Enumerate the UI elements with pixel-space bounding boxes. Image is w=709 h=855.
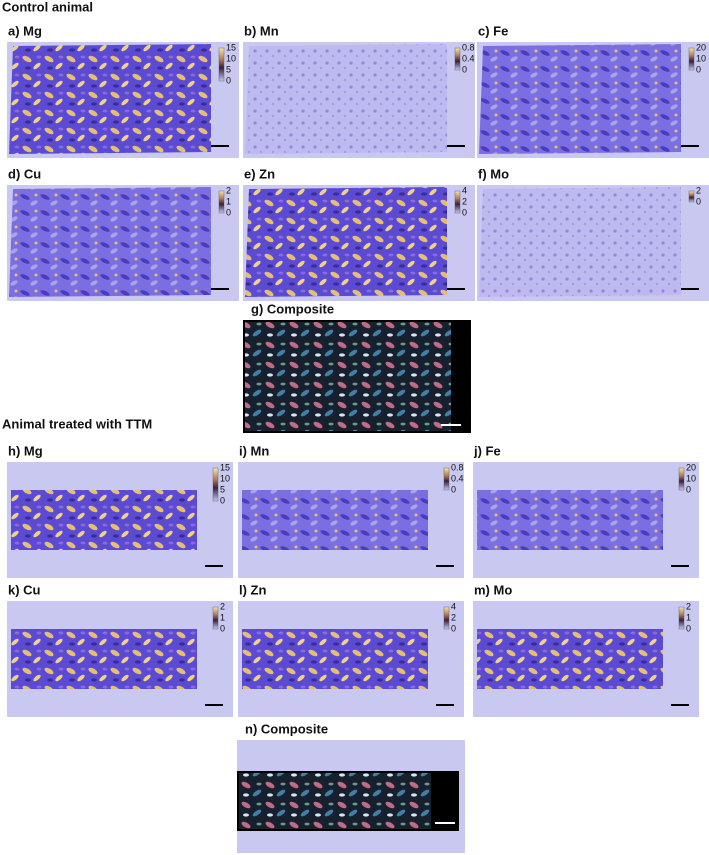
panel-label: h) Mg [8,443,43,458]
colorbar [688,47,695,71]
colorbar [678,606,685,630]
colorbar-tick: 10 [686,473,696,483]
colorbar-tick: 0 [686,484,691,494]
panel-label: a) Mg [8,23,42,38]
tissue-map [245,44,447,154]
panel-label: d) Cu [8,166,41,181]
colorbar [212,606,219,630]
colorbar [454,47,461,71]
tissue-map [479,187,681,297]
colorbar [218,47,225,82]
colorbar-tick: 5 [226,64,231,74]
colorbar-tick: 4 [462,185,467,195]
colorbar-tick: 0 [451,484,456,494]
panel-label: c) Fe [478,23,508,38]
colorbar-tick: 15 [220,462,230,472]
colorbar [212,467,219,502]
colorbar-tick: 1 [226,196,231,206]
colorbar-tick: 2 [462,196,467,206]
colorbar-tick: 0 [696,196,701,206]
colorbar-tick: 15 [226,42,236,52]
section-title: Control animal [2,0,93,14]
colorbar-tick: 2 [220,601,225,611]
colorbar-tick: 10 [220,473,230,483]
colorbar-tick: 5 [220,484,225,494]
panel-label: l) Zn [239,582,266,597]
tissue-map [242,490,428,550]
tissue-map [477,490,663,550]
colorbar-tick: 20 [696,42,706,52]
colorbar-tick: 0 [220,623,225,633]
panel-label: k) Cu [8,582,41,597]
colorbar-tick: 0.4 [451,473,464,483]
colorbar-tick: 0 [462,207,467,217]
colorbar-tick: 2 [226,185,231,195]
section-title: Animal treated with TTM [2,416,152,431]
colorbar-tick: 0 [226,75,231,85]
colorbar-tick: 0.8 [462,42,475,52]
colorbar-tick: 0.8 [451,462,464,472]
tissue-map [9,187,211,297]
colorbar [218,190,225,214]
colorbar [688,190,695,203]
colorbar-tick: 20 [686,462,696,472]
colorbar-tick: 10 [226,53,236,63]
colorbar-tick: 0 [220,495,225,505]
tissue-map [242,629,428,689]
panel-label: i) Mn [239,443,269,458]
tissue-map [245,187,447,297]
colorbar [678,467,685,491]
colorbar-tick: 2 [696,185,701,195]
colorbar-tick: 2 [451,612,456,622]
tissue-map [9,44,211,154]
colorbar-tick: 0 [696,64,701,74]
panel-label: f) Mo [478,166,509,181]
panel-label: m) Mo [474,582,512,597]
colorbar-tick: 10 [696,53,706,63]
colorbar-tick: 1 [686,612,691,622]
colorbar-tick: 0 [686,623,691,633]
colorbar-tick: 1 [220,612,225,622]
colorbar-tick: 0 [226,207,231,217]
panel-label: b) Mn [244,23,279,38]
colorbar-tick: 0 [451,623,456,633]
panel-label: j) Fe [473,443,501,458]
panel-label: g) Composite [251,301,334,316]
panel-label: n) Composite [245,721,328,736]
colorbar [443,606,450,630]
tissue-map [11,629,197,689]
composite-map [245,322,451,431]
tissue-map [479,44,681,154]
colorbar-tick: 0.4 [462,53,475,63]
composite-map [239,773,431,829]
colorbar-tick: 2 [686,601,691,611]
panel-label: e) Zn [244,166,275,181]
colorbar [443,467,450,491]
tissue-map [11,490,197,550]
colorbar-tick: 4 [451,601,456,611]
colorbar [454,190,461,214]
colorbar-tick: 0 [462,64,467,74]
tissue-map [477,629,663,689]
